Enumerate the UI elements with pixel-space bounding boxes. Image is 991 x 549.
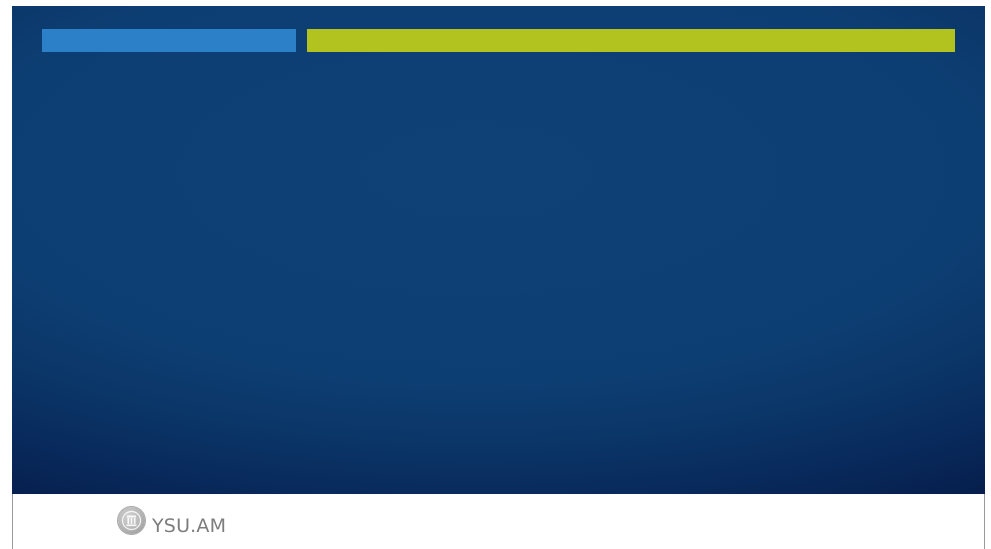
accent-bar-green	[307, 29, 955, 52]
site-label: YSU.AM	[152, 515, 227, 537]
slide-background	[12, 6, 985, 494]
slide-footer: YSU.AM	[12, 494, 985, 549]
university-seal-icon	[118, 507, 145, 534]
accent-bar-blue	[42, 29, 296, 52]
